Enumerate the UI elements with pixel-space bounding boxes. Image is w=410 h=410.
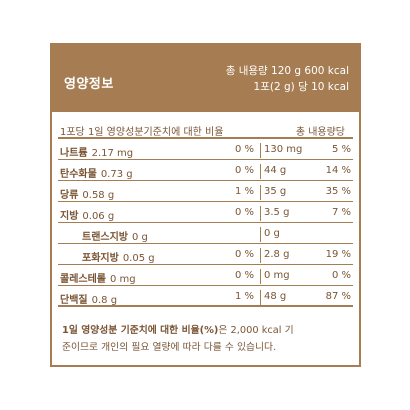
pct-serving: 0 %	[234, 270, 254, 281]
nutrition-facts-label: 영양정보 총 내용량 120 g 600 kcal 1포(2 g) 당 10 k…	[50, 43, 361, 367]
nutrient-name: 당류	[60, 190, 79, 201]
footnote-emphasis: 1일 영양성분 기준치에 대한 비율(%)	[62, 325, 219, 336]
pct-total: 5 %	[331, 144, 351, 155]
pct-serving: 0 %	[234, 144, 254, 155]
nutrient-name: 지방	[60, 211, 79, 222]
pct-serving: 0 %	[234, 165, 254, 176]
pct-total: 7 %	[331, 207, 351, 218]
pct-total: 14 %	[325, 165, 351, 176]
label-header: 영양정보 총 내용량 120 g 600 kcal 1포(2 g) 당 10 k…	[52, 45, 359, 112]
row-divider	[58, 180, 353, 181]
nutrient-value: 0 g	[132, 232, 148, 243]
nutrient-value: 2.17 mg	[91, 148, 134, 159]
header-total: 총 내용량당	[295, 127, 345, 138]
total-amount: 48 g	[264, 291, 287, 302]
table-row: 지방 0.06 g 0 % 3.5 g 7 %	[58, 204, 353, 223]
nutrient-value: 0.05 g	[122, 253, 155, 264]
row-divider	[58, 264, 353, 265]
table-row: 당류 0.58 g 1 % 35 g 35 %	[58, 183, 353, 202]
pct-serving: 1 %	[234, 291, 254, 302]
pct-serving: 0 %	[234, 207, 254, 218]
nutrient-value: 0.8 g	[91, 295, 118, 306]
total-amount: 44 g	[264, 165, 287, 176]
nutrient-table: 1포당 1일 영양성분기준치에 대한 비율 총 내용량당 나트륨 2.17 mg …	[52, 112, 359, 365]
total-amount: 130 mg	[264, 144, 303, 155]
nutrient-name: 단백질	[60, 295, 88, 306]
footnote-text-2: 준이므로 개인의 필요 열량에 따라 다를 수 있습니다.	[62, 342, 277, 353]
nutrient-value: 0 mg	[110, 274, 136, 285]
column-divider	[260, 164, 261, 179]
serving-info: 총 내용량 120 g 600 kcal 1포(2 g) 당 10 kcal	[226, 63, 349, 95]
column-divider	[260, 269, 261, 284]
row-divider	[58, 305, 353, 307]
row-divider	[58, 243, 353, 244]
pct-total: 35 %	[325, 186, 351, 197]
table-row: 나트륨 2.17 mg 0 % 130 mg 5 %	[58, 141, 353, 160]
total-amount: 0 mg	[264, 270, 290, 281]
pct-serving: 1 %	[234, 186, 254, 197]
footnote: 1일 영양성분 기준치에 대한 비율(%)은 2,000 kcal 기 준이므로…	[62, 322, 351, 356]
table-row: 탄수화물 0.73 g 0 % 44 g 14 %	[58, 162, 353, 181]
row-divider	[58, 201, 353, 202]
nutrient-name: 콜레스테롤	[60, 274, 106, 285]
total-amount: 0 g	[264, 228, 280, 239]
total-amount: 2.8 g	[264, 249, 290, 260]
table-row: 콜레스테롤 0 mg 0 % 0 mg 0 %	[58, 267, 353, 286]
row-divider	[58, 285, 353, 286]
nutrient-name: 트랜스지방	[82, 232, 128, 243]
nutrient-name: 나트륨	[60, 148, 88, 159]
pct-total: 0 %	[331, 270, 351, 281]
column-divider	[260, 185, 261, 200]
column-divider	[260, 143, 261, 158]
footnote-text: 은 2,000 kcal 기	[218, 325, 294, 336]
per-serving-line: 1포(2 g) 당 10 kcal	[253, 81, 349, 93]
total-amount: 3.5 g	[264, 207, 290, 218]
pct-serving: 0 %	[234, 249, 254, 260]
nutrient-value: 0.58 g	[82, 190, 115, 201]
row-divider	[58, 159, 353, 160]
table-row: 트랜스지방 0 g 0 g	[58, 225, 353, 244]
column-divider	[260, 290, 261, 305]
table-row: 포화지방 0.05 g 0 % 2.8 g 19 %	[58, 246, 353, 265]
nutrient-name: 탄수화물	[60, 169, 97, 180]
nutrient-name: 포화지방	[82, 253, 119, 264]
row-divider	[58, 222, 353, 223]
pct-total: 19 %	[325, 249, 351, 260]
column-divider	[260, 248, 261, 263]
table-row: 단백질 0.8 g 1 % 48 g 87 %	[58, 288, 353, 307]
label-title: 영양정보	[64, 77, 114, 92]
header-per-serving: 1포당 1일 영양성분기준치에 대한 비율	[60, 127, 224, 138]
column-divider	[260, 227, 261, 242]
column-divider	[260, 206, 261, 221]
nutrient-value: 0.73 g	[100, 169, 133, 180]
total-amount: 35 g	[264, 186, 287, 197]
row-divider	[58, 137, 353, 139]
table-header-row: 1포당 1일 영양성분기준치에 대한 비율 총 내용량당	[58, 120, 353, 139]
total-content-line: 총 내용량 120 g 600 kcal	[225, 65, 349, 77]
pct-total: 87 %	[325, 291, 351, 302]
nutrient-value: 0.06 g	[82, 211, 115, 222]
